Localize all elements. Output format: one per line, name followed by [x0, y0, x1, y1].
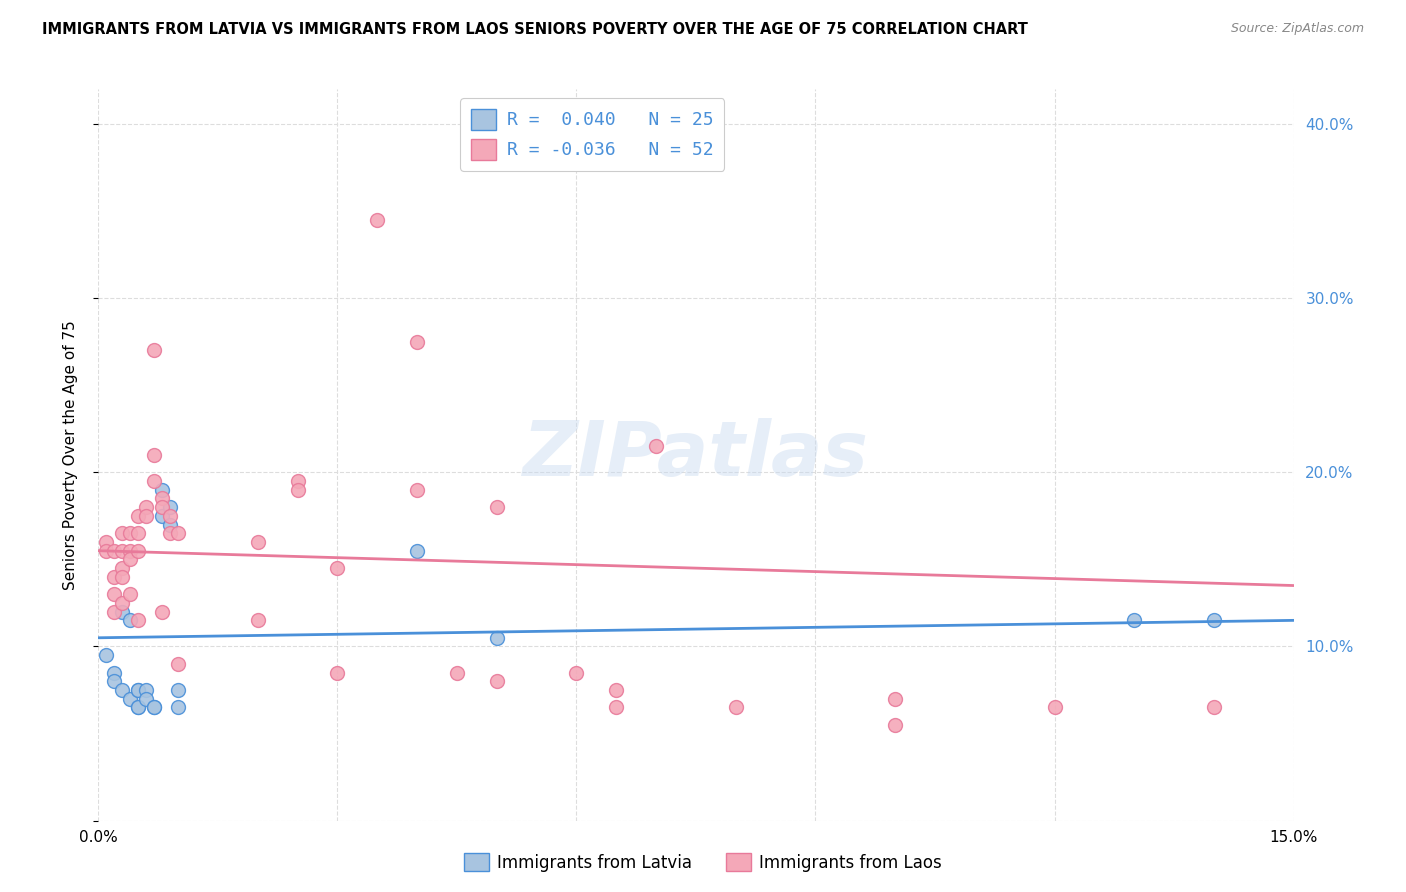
Point: [135, 500, 157, 515]
Point: [127, 543, 149, 558]
Point: [1123, 613, 1146, 627]
Text: IMMIGRANTS FROM LATVIA VS IMMIGRANTS FROM LAOS SENIORS POVERTY OVER THE AGE OF 7: IMMIGRANTS FROM LATVIA VS IMMIGRANTS FRO…: [42, 22, 1028, 37]
Point: [724, 700, 747, 714]
Point: [96, 543, 118, 558]
Point: [143, 448, 166, 462]
Point: [150, 508, 173, 523]
Point: [1202, 613, 1225, 627]
Point: [605, 700, 627, 714]
Point: [406, 543, 429, 558]
Point: [406, 483, 429, 497]
Point: [326, 561, 349, 575]
Point: [287, 483, 309, 497]
Point: [127, 700, 149, 714]
Point: [120, 543, 142, 558]
Point: [485, 631, 508, 645]
Point: [127, 526, 149, 541]
Point: [246, 613, 269, 627]
Point: [565, 665, 588, 680]
Point: [143, 700, 166, 714]
Point: [120, 587, 142, 601]
Point: [150, 605, 173, 619]
Legend: R =  0.040   N = 25, R = -0.036   N = 52: R = 0.040 N = 25, R = -0.036 N = 52: [460, 98, 724, 170]
Point: [103, 570, 125, 584]
Point: [135, 683, 157, 698]
Point: [111, 561, 134, 575]
Point: [326, 665, 349, 680]
Point: [485, 500, 508, 515]
Point: [159, 508, 181, 523]
Point: [159, 517, 181, 532]
Text: ZIPatlas: ZIPatlas: [523, 418, 869, 491]
Point: [103, 587, 125, 601]
Point: [485, 674, 508, 689]
Point: [1202, 700, 1225, 714]
Point: [167, 526, 190, 541]
Text: Source: ZipAtlas.com: Source: ZipAtlas.com: [1230, 22, 1364, 36]
Point: [111, 570, 134, 584]
Point: [127, 700, 149, 714]
Point: [150, 500, 173, 515]
Point: [111, 683, 134, 698]
Point: [120, 691, 142, 706]
Point: [167, 700, 190, 714]
Point: [103, 665, 125, 680]
Point: [143, 700, 166, 714]
Point: [143, 343, 166, 358]
Point: [246, 535, 269, 549]
Point: [150, 483, 173, 497]
Y-axis label: Seniors Poverty Over the Age of 75: Seniors Poverty Over the Age of 75: [63, 320, 77, 590]
Point: [605, 683, 627, 698]
Point: [127, 508, 149, 523]
Point: [111, 605, 134, 619]
Point: [135, 691, 157, 706]
Point: [127, 613, 149, 627]
Point: [135, 508, 157, 523]
Point: [96, 535, 118, 549]
Point: [884, 718, 907, 732]
Point: [446, 665, 468, 680]
Point: [406, 334, 429, 349]
Point: [103, 674, 125, 689]
Point: [645, 439, 668, 453]
Point: [884, 691, 907, 706]
Point: [366, 212, 388, 227]
Point: [103, 543, 125, 558]
Point: [167, 657, 190, 671]
Point: [120, 613, 142, 627]
Point: [143, 474, 166, 488]
Point: [103, 605, 125, 619]
Point: [159, 526, 181, 541]
Point: [120, 552, 142, 566]
Point: [167, 683, 190, 698]
Point: [111, 596, 134, 610]
Point: [120, 526, 142, 541]
Point: [150, 491, 173, 506]
Point: [111, 543, 134, 558]
Point: [111, 526, 134, 541]
Legend: Immigrants from Latvia, Immigrants from Laos: Immigrants from Latvia, Immigrants from …: [457, 847, 949, 879]
Point: [287, 474, 309, 488]
Point: [1043, 700, 1066, 714]
Point: [127, 683, 149, 698]
Point: [127, 683, 149, 698]
Point: [159, 500, 181, 515]
Point: [96, 648, 118, 663]
